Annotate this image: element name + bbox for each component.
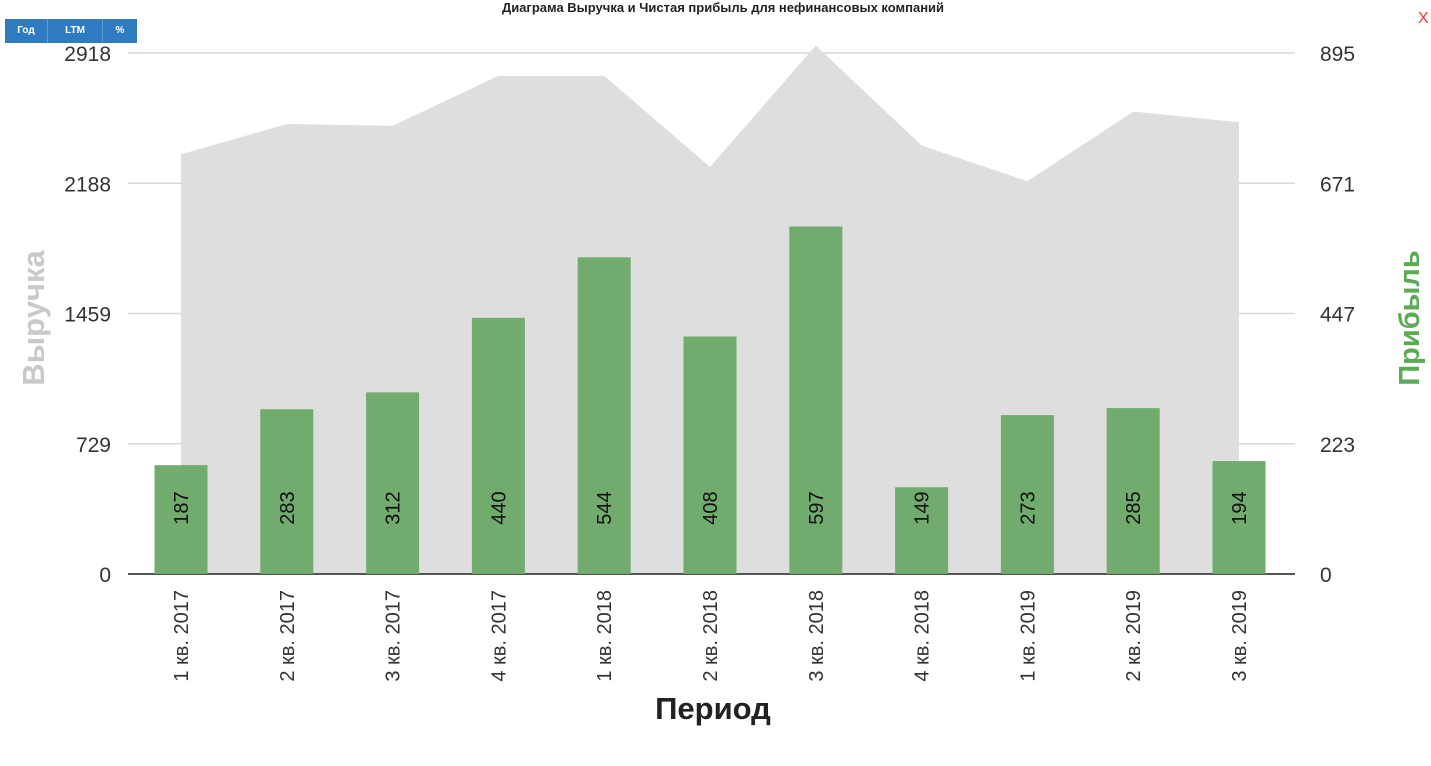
right-tick-label: 0 xyxy=(1320,564,1332,587)
left-tick-label: 729 xyxy=(76,434,111,457)
left-tick-label: 0 xyxy=(99,564,111,587)
category-label: 3 кв. 2018 xyxy=(806,590,828,682)
bar-value-label: 149 xyxy=(912,491,934,524)
percent-button[interactable]: % xyxy=(103,19,137,43)
left-axis-title: Выручка xyxy=(16,250,51,386)
bar-value-label: 597 xyxy=(806,491,828,524)
category-label: 2 кв. 2018 xyxy=(700,590,722,682)
bar-value-label: 408 xyxy=(700,491,722,524)
profit-bar xyxy=(1106,408,1160,574)
profit-bar xyxy=(1212,461,1266,574)
year-button[interactable]: Год xyxy=(5,19,48,43)
right-tick-label: 223 xyxy=(1320,434,1355,457)
x-axis-title: Период xyxy=(655,691,771,726)
category-label: 1 кв. 2017 xyxy=(171,590,193,682)
category-label: 4 кв. 2017 xyxy=(488,590,510,682)
category-label: 1 кв. 2018 xyxy=(594,590,616,682)
bar-value-label: 187 xyxy=(171,491,193,524)
category-label: 3 кв. 2019 xyxy=(1229,590,1251,682)
category-label: 2 кв. 2017 xyxy=(277,590,299,682)
profit-bar xyxy=(577,257,631,574)
left-tick-label: 2188 xyxy=(64,173,111,196)
category-label: 4 кв. 2018 xyxy=(912,590,934,682)
profit-bar xyxy=(895,487,949,574)
close-icon[interactable]: X xyxy=(1418,10,1429,27)
bar-value-label: 312 xyxy=(383,491,405,524)
chart-title: Диаграма Выручка и Чистая прибыль для не… xyxy=(501,0,945,15)
revenue-area xyxy=(181,45,1239,574)
profit-bar xyxy=(154,465,208,574)
bar-value-label: 440 xyxy=(488,491,510,524)
bar-value-label: 544 xyxy=(594,491,616,524)
profit-bar xyxy=(1000,415,1054,574)
profit-bar xyxy=(366,392,420,574)
ltm-button[interactable]: LTM xyxy=(48,19,103,43)
right-tick-label: 895 xyxy=(1320,43,1355,66)
left-tick-label: 2918 xyxy=(64,43,111,66)
profit-bar xyxy=(260,409,314,574)
bar-value-label: 285 xyxy=(1123,491,1145,524)
bar-value-label: 194 xyxy=(1229,491,1251,524)
right-tick-label: 671 xyxy=(1320,173,1355,196)
category-label: 2 кв. 2019 xyxy=(1123,590,1145,682)
bar-value-label: 283 xyxy=(277,491,299,524)
bar-value-label: 273 xyxy=(1017,491,1039,524)
left-tick-label: 1459 xyxy=(64,304,111,327)
right-axis-title: Прибыль xyxy=(1394,250,1426,385)
right-tick-label: 447 xyxy=(1320,304,1355,327)
category-label: 3 кв. 2017 xyxy=(383,590,405,682)
profit-bar xyxy=(471,317,525,574)
profit-bar xyxy=(683,336,737,574)
period-toggle-group: Год LTM % xyxy=(5,19,137,43)
profit-bar xyxy=(789,226,843,574)
category-label: 1 кв. 2019 xyxy=(1017,590,1039,682)
